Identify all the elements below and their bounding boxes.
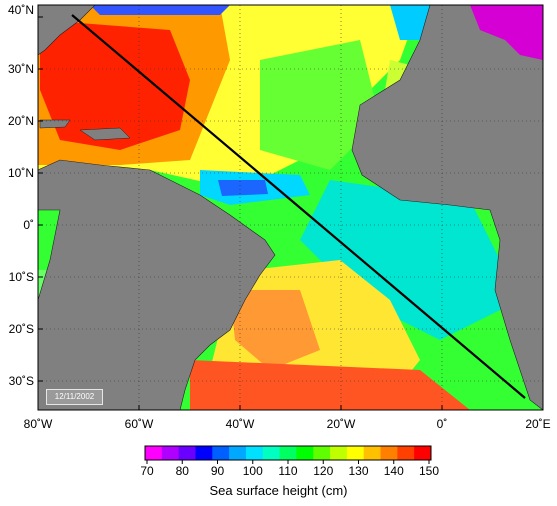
colorbar-tick-label: 100 bbox=[243, 464, 263, 478]
ssh-zone-nw-blue bbox=[90, 5, 230, 15]
ssh-zone-eq-blue bbox=[218, 180, 268, 196]
colorbar-tick-label: 120 bbox=[313, 464, 333, 478]
ocean-field bbox=[38, 5, 543, 410]
colorbar-swatch bbox=[212, 446, 230, 460]
colorbar-tick-label: 70 bbox=[140, 464, 154, 478]
colorbar-tick-label: 80 bbox=[176, 464, 190, 478]
ssh-zone-central-green bbox=[260, 40, 380, 170]
colorbar-tick-labels: 70 80 90 100 110 120 130 140 150 bbox=[140, 464, 439, 478]
track-line bbox=[71, 14, 526, 399]
lat-label: 10˚S bbox=[9, 270, 34, 284]
colorbar-tick-label: 130 bbox=[348, 464, 368, 478]
lon-label: 0˚ bbox=[437, 417, 448, 431]
lon-label: 80˚W bbox=[24, 417, 53, 431]
lat-label: 10˚N bbox=[8, 166, 34, 180]
colorbar-swatch bbox=[178, 446, 196, 460]
colorbar-swatch bbox=[195, 446, 213, 460]
colorbar-tick-label: 110 bbox=[278, 464, 297, 478]
lon-labels: 80˚W 60˚W 40˚W 20˚W 0˚ 20˚E bbox=[24, 417, 551, 431]
land-caribbean-islands bbox=[39, 119, 131, 141]
colorbar-swatch bbox=[397, 446, 415, 460]
tick-marks bbox=[38, 16, 443, 410]
lon-label: 60˚W bbox=[125, 417, 154, 431]
ssh-zone-south-orange bbox=[230, 290, 320, 370]
colorbar-swatch bbox=[145, 446, 163, 460]
lat-label: 20˚N bbox=[8, 114, 34, 128]
lat-label: 40˚N bbox=[8, 3, 34, 17]
lat-label: 20˚S bbox=[9, 322, 34, 336]
colorbar-swatch bbox=[279, 446, 297, 460]
colorbar-swatch bbox=[414, 446, 432, 460]
colorbar-swatch bbox=[245, 446, 264, 460]
ssh-zone-south-red-eddies bbox=[190, 360, 470, 410]
lat-label: 0˚ bbox=[23, 218, 34, 232]
colorbar-swatch bbox=[229, 446, 247, 460]
colorbar-swatch bbox=[330, 446, 348, 460]
ssh-zone-sargasso-red bbox=[40, 20, 190, 150]
land-south-america bbox=[38, 159, 276, 410]
graticule bbox=[38, 5, 543, 410]
colorbar-swatch bbox=[380, 446, 398, 460]
colorbar-title: Sea surface height (cm) bbox=[209, 483, 348, 498]
lat-labels: 40˚N 30˚N 20˚N 10˚N 0˚ 10˚S 20˚S 30˚S bbox=[8, 3, 34, 388]
ssh-zone-east-cyan bbox=[300, 180, 520, 340]
colorbar-tick-label: 90 bbox=[211, 464, 225, 478]
lat-label: 30˚N bbox=[8, 62, 34, 76]
colorbar-swatch bbox=[161, 446, 180, 460]
map-frame bbox=[37, 4, 544, 411]
lon-label: 20˚E bbox=[525, 417, 550, 431]
lon-label: 40˚W bbox=[226, 417, 255, 431]
colorbar-swatch bbox=[363, 446, 382, 460]
colorbar-swatch bbox=[346, 446, 365, 460]
colorbar-tick-label: 150 bbox=[419, 464, 439, 478]
date-stamp: 12/11/2002 bbox=[46, 389, 103, 405]
colorbar-swatch bbox=[313, 446, 331, 460]
lon-label: 20˚W bbox=[327, 417, 356, 431]
lat-label: 30˚S bbox=[9, 374, 34, 388]
colorbar bbox=[144, 445, 432, 464]
colorbar-swatch bbox=[262, 446, 281, 460]
colorbar-tick-label: 140 bbox=[384, 464, 404, 478]
land-africa bbox=[351, 5, 543, 410]
land-north-america bbox=[38, 5, 96, 56]
colorbar-swatch bbox=[296, 446, 314, 460]
land-iberia-med bbox=[470, 5, 543, 60]
